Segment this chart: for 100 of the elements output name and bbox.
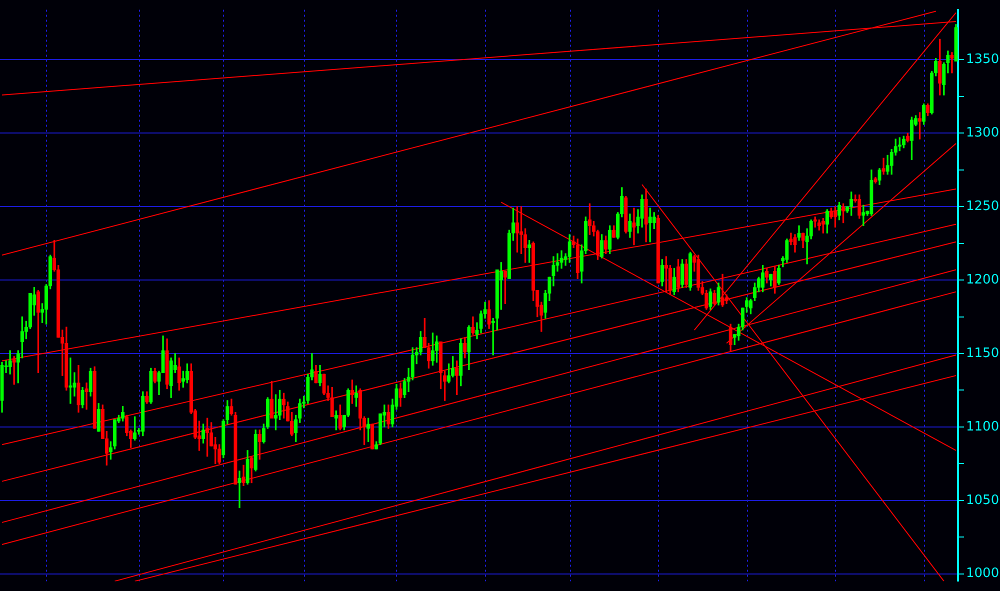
candlestick: [604, 236, 608, 254]
y-tick-label: 1100: [966, 419, 1000, 434]
y-tick-label: 1200: [966, 272, 1000, 288]
candlestick: [165, 338, 169, 390]
candlestick: [684, 259, 688, 288]
candlestick: [201, 424, 206, 444]
candlestick: [724, 294, 728, 304]
candlestick: [874, 176, 878, 184]
candlestick: [801, 232, 805, 248]
y-tick-label: 1050: [966, 492, 1000, 508]
candlestick: [797, 225, 801, 241]
candlestick: [96, 403, 100, 432]
candlestick: [350, 380, 354, 404]
candlestick: [434, 336, 439, 363]
candlestick: [676, 259, 680, 292]
candlestick: [858, 194, 862, 219]
candlestick: [338, 404, 342, 430]
candlestick: [862, 204, 866, 226]
candlestick: [906, 132, 910, 142]
candlestick: [576, 238, 580, 279]
y-tick-label: 1300: [966, 126, 1000, 141]
candlestick: [680, 259, 684, 288]
candlestick: [769, 274, 773, 286]
candlestick: [764, 268, 769, 284]
candlestick: [386, 404, 390, 429]
candlestick: [837, 202, 842, 220]
candlestick: [84, 382, 88, 410]
candlestick: [773, 266, 777, 294]
y-tick-label: 1150: [966, 346, 1000, 361]
candlestick: [760, 265, 765, 292]
candlestick: [886, 154, 890, 175]
candlestick: [660, 259, 664, 286]
candlestick: [833, 206, 838, 228]
candlestick: [218, 444, 222, 464]
candlestick: [459, 338, 463, 386]
candlestick: [370, 424, 374, 450]
candlestick: [644, 188, 648, 242]
candlestick: [950, 52, 954, 74]
candlestick: [926, 103, 930, 116]
candlestick: [696, 254, 700, 291]
candlestick: [92, 366, 96, 429]
y-tick-label: 1350: [966, 52, 1000, 68]
candlestick: [882, 158, 886, 175]
candlestick: [568, 234, 572, 263]
candlestick: [648, 208, 652, 242]
candlestick: [467, 325, 471, 370]
candlestick: [656, 215, 660, 284]
candlestick: [890, 149, 894, 175]
candlestick: [829, 208, 834, 219]
candlestick: [185, 363, 190, 384]
candlestick: [777, 265, 781, 285]
candlestick: [68, 358, 72, 404]
candlestick: [205, 418, 210, 457]
candlestick: [954, 24, 958, 62]
candlestick: [632, 208, 636, 246]
candlestick: [902, 136, 906, 148]
candlestick: [314, 364, 318, 384]
candlestick: [870, 170, 874, 216]
candlestick: [487, 300, 491, 329]
candlestick: [918, 112, 922, 140]
candlestick: [246, 450, 250, 485]
candlestick: [708, 288, 712, 310]
candlestick: [878, 168, 882, 185]
candlestick: [471, 316, 475, 335]
candlestick: [181, 370, 185, 388]
candlestick: [825, 209, 830, 234]
candlestick: [910, 116, 914, 160]
candlestick: [503, 270, 507, 304]
candlestick: [270, 381, 274, 418]
candlestick: [354, 386, 358, 407]
candlestick: [841, 203, 846, 224]
candlestick: [720, 274, 724, 307]
candlestick: [80, 386, 84, 408]
candlestick: [624, 196, 628, 234]
candlestick: [145, 391, 149, 404]
candlestick: [153, 368, 157, 384]
candlestick: [600, 234, 604, 258]
candlestick: [716, 282, 720, 306]
candlestick: [785, 238, 789, 263]
candlestick: [76, 364, 80, 413]
candlestick: [515, 206, 520, 252]
candlestick: [612, 225, 616, 238]
candlestick: [120, 406, 125, 422]
candlestick: [16, 350, 20, 384]
candlestick: [238, 470, 242, 508]
candlestick: [0, 362, 4, 413]
candlestick: [688, 252, 692, 291]
candlestick: [712, 290, 716, 306]
candlestick: [789, 232, 793, 246]
candlestick: [242, 464, 246, 486]
candlestick: [455, 360, 459, 395]
candlestick: [366, 418, 370, 442]
candlestick: [588, 203, 592, 235]
candlestick: [133, 416, 137, 441]
candlestick: [254, 430, 258, 472]
y-tick-label: 1250: [966, 199, 1000, 214]
candlestick: [258, 430, 262, 460]
candlestick: [20, 316, 24, 358]
candlestick: [214, 436, 218, 464]
candlestick: [149, 368, 153, 404]
